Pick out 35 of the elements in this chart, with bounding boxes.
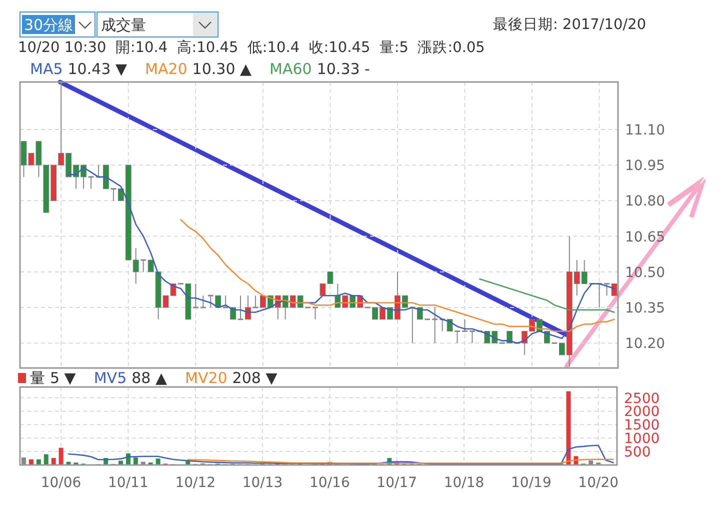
x-tick-label: 10/18 [444, 475, 484, 491]
text: MV20 [185, 369, 228, 387]
y-tick-label: 500 [624, 444, 651, 461]
text: 10.43 ▼ [68, 60, 128, 78]
text: 208 ▼ [232, 369, 278, 387]
control-select: 成交量 [96, 11, 219, 38]
y-tick-label: 1000 [624, 431, 660, 448]
y-tick-label: 10.80 [625, 194, 666, 210]
y-tick-label: 2500 [624, 390, 660, 407]
x-tick-label: 10/16 [310, 475, 350, 491]
text: MA20 [145, 60, 188, 78]
x-tick-label: 10/12 [175, 475, 216, 491]
text: MA5 [30, 60, 63, 78]
legend-label: 量 [30, 369, 45, 387]
text: 88 ▲ [132, 369, 168, 387]
text: 10.33 - [316, 60, 370, 78]
x-tick-label: 10/13 [242, 475, 283, 491]
text: 10.30 ▲ [192, 60, 252, 78]
text: 10/20 10:30 開:10.4 高:10.45 低:10.4 收:10.45 量:5 漲跌:0.05 [18, 39, 485, 56]
text: MV5 [94, 369, 127, 387]
y-tick-label: 10.35 [625, 300, 666, 316]
y-tick-label: 10.95 [625, 158, 666, 174]
x-tick-label: 10/20 [578, 475, 619, 491]
x-tick-label: 10/06 [40, 475, 82, 491]
text: 5 ▼ [50, 369, 76, 387]
x-tick-label: 10/17 [376, 475, 418, 491]
x-tick-label: 10/19 [511, 475, 552, 491]
control-select: 30分線 [19, 11, 96, 38]
x-tick-label: 10/11 [108, 475, 148, 491]
text: 最後日期: 2017/10/20 [493, 16, 646, 33]
y-tick-label: 11.10 [625, 122, 666, 138]
y-tick-label: 2000 [624, 404, 660, 420]
text: MA60 [270, 60, 312, 78]
y-tick-label: 1500 [624, 418, 660, 434]
y-tick-label: 10.20 [625, 336, 666, 352]
